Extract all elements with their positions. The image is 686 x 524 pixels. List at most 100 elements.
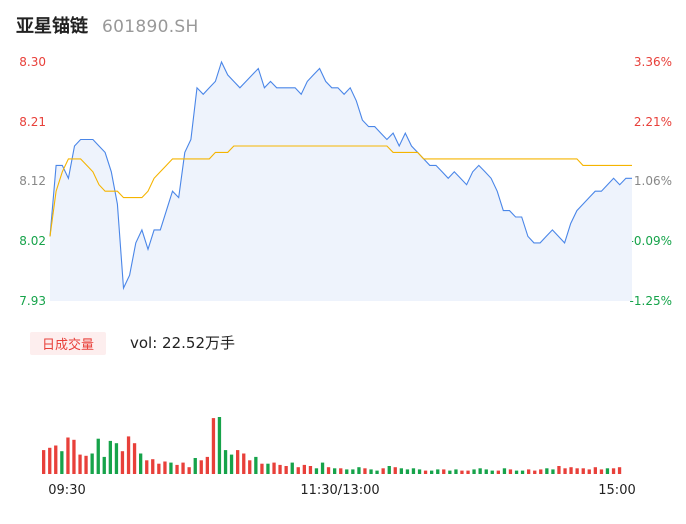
volume-total-label: vol: 22.52万手 <box>130 334 235 352</box>
volume-bar <box>514 470 519 474</box>
volume-bar <box>581 468 585 474</box>
volume-bar <box>175 464 179 474</box>
volume-bar <box>575 468 579 474</box>
volume-bar <box>211 418 216 474</box>
volume-bar <box>393 467 397 474</box>
volume-bar <box>260 463 264 474</box>
volume-bar <box>205 456 209 474</box>
volume-bar <box>363 468 367 474</box>
volume-bar <box>96 438 100 474</box>
volume-bar <box>284 466 288 474</box>
y-tick-left: 8.21 <box>19 115 46 129</box>
volume-bar <box>169 462 173 474</box>
volume-bar <box>78 454 82 474</box>
volume-bar <box>520 470 525 474</box>
avg-price-line <box>49 145 632 237</box>
volume-bar <box>369 469 373 474</box>
volume-bar <box>333 468 337 474</box>
volume-bar <box>411 468 416 474</box>
volume-bar <box>151 459 155 474</box>
y-tick-left: 8.12 <box>19 174 46 188</box>
volume-bar <box>472 469 476 474</box>
volume-bar <box>114 443 119 474</box>
volume-bar <box>266 463 270 474</box>
volume-bar <box>199 460 203 474</box>
x-tick-label: 11:30/13:00 <box>300 483 379 498</box>
volume-bar <box>563 468 567 474</box>
y-tick-left: 8.30 <box>19 55 46 69</box>
volume-bar <box>272 462 276 474</box>
volume-bar <box>617 467 622 474</box>
volume-bar <box>126 436 131 474</box>
volume-bar <box>508 469 513 474</box>
volume-bar <box>302 464 306 474</box>
volume-bar <box>181 462 185 474</box>
volume-bar <box>551 469 555 474</box>
volume-bar <box>490 470 494 474</box>
volume-bar <box>454 469 458 474</box>
volume-bar <box>599 469 604 474</box>
volume-bar <box>484 469 488 474</box>
volume-bar <box>539 469 543 474</box>
volume-bar <box>163 461 167 474</box>
volume-bar <box>314 468 319 474</box>
volume-bar <box>381 468 385 474</box>
volume-bar <box>423 470 428 474</box>
volume-bar <box>229 454 234 474</box>
volume-bar <box>502 468 507 474</box>
y-tick-right: -1.25% <box>630 294 672 308</box>
volume-bar <box>102 456 106 474</box>
x-tick-label: 15:00 <box>598 483 635 498</box>
volume-bar <box>60 451 64 474</box>
volume-bar <box>545 468 549 474</box>
volume-bar <box>405 469 410 474</box>
volume-bar <box>605 468 610 474</box>
volume-bar <box>399 468 403 474</box>
volume-bar <box>66 437 70 474</box>
volume-bar <box>460 470 464 474</box>
volume-bar <box>357 467 361 474</box>
price-area <box>50 62 632 301</box>
volume-bar <box>442 469 446 474</box>
volume-bar <box>345 469 349 474</box>
volume-bar <box>42 450 46 474</box>
volume-bar <box>417 469 422 474</box>
price-line <box>49 60 632 291</box>
volume-bar <box>139 453 143 474</box>
volume-badge[interactable]: 日成交量 <box>30 332 107 355</box>
stock-code: 601890.SH <box>102 17 199 37</box>
volume-bar <box>72 439 76 474</box>
y-tick-right: -0.09% <box>630 234 672 248</box>
volume-bar <box>320 462 325 474</box>
volume-bar <box>436 469 440 474</box>
volume-bar <box>339 468 343 474</box>
volume-bar <box>248 460 252 474</box>
volume-bar <box>351 469 355 474</box>
stock-name: 亚星锚链 <box>16 16 88 37</box>
volume-bar <box>527 469 531 474</box>
volume-bar <box>48 447 52 474</box>
volume-bar <box>587 469 591 474</box>
volume-bar <box>296 467 300 474</box>
volume-bar <box>326 467 331 474</box>
volume-bar <box>593 467 597 474</box>
volume-bar <box>90 453 94 474</box>
volume-bar <box>448 470 452 474</box>
volume-bar <box>569 467 573 474</box>
y-tick-right: 3.36% <box>634 55 672 69</box>
volume-bar <box>308 466 313 474</box>
volume-bar <box>54 445 58 474</box>
volume-bar <box>242 453 246 474</box>
volume-bar <box>193 458 197 474</box>
volume-bar <box>254 456 258 474</box>
x-tick-label: 09:30 <box>48 483 85 498</box>
volume-bar <box>533 470 537 474</box>
volume-bar <box>278 464 282 474</box>
volume-bar <box>108 440 112 474</box>
volume-bar <box>132 443 137 474</box>
volume-bar <box>223 450 228 474</box>
y-tick-left: 8.02 <box>19 234 46 248</box>
y-tick-right: 1.06% <box>634 174 672 188</box>
y-tick-left: 7.93 <box>19 294 46 308</box>
